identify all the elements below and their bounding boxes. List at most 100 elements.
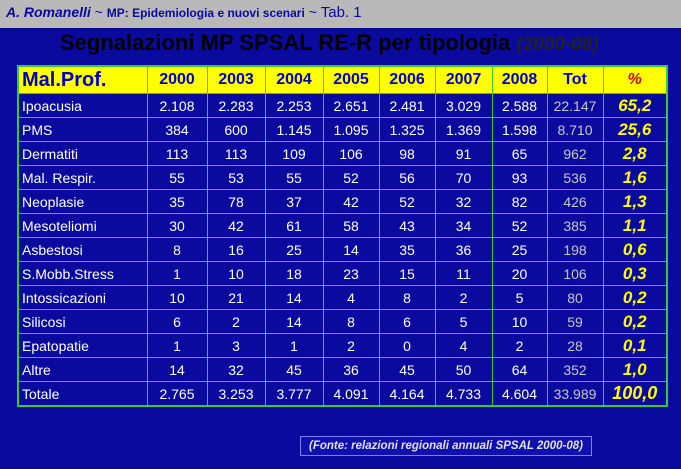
cell-value: 5 [434,309,493,334]
table-row: Epatopatie 1 3 1 2 0 4 2 28 0,1 [17,333,668,358]
tab-number: Tab. 1 [320,4,362,21]
cell-value: 45 [264,357,324,382]
cell-value: 2.588 [491,93,548,118]
cell-value: 3.029 [434,93,493,118]
cell-value: 98 [378,141,436,166]
table-row: Intossicazioni 10 21 14 4 8 2 5 80 0,2 [17,285,668,310]
cell-value: 3.777 [264,381,324,407]
cell-value: 25 [264,237,324,262]
cell-percent: 1,3 [602,189,668,214]
column-header: 2003 [206,65,266,94]
cell-value: 4 [434,333,493,358]
cell-value: 10 [206,261,266,286]
cell-value: 10 [146,285,208,310]
header-separator: ~ [304,4,321,20]
cell-value: 55 [146,165,208,190]
cell-value: 18 [264,261,324,286]
cell-percent: 0,6 [602,237,668,262]
cell-percent: 1,6 [602,165,668,190]
table-row: Mesoteliomi 30 42 61 58 43 34 52 385 1,1 [17,213,668,238]
cell-value: 6 [146,309,208,334]
cell-value: 600 [206,117,266,142]
cell-value: 14 [322,237,380,262]
cell-value: 30 [146,213,208,238]
cell-percent: 0,1 [602,333,668,358]
cell-value: 0 [378,333,436,358]
table-row: Dermatiti 113 113 109 106 98 91 65 962 2,8 [17,141,668,166]
table-row: Altre 14 32 45 36 45 50 64 352 1,0 [17,357,668,382]
column-header: Tot [546,65,604,94]
cell-total: 22.147 [546,93,604,118]
cell-value: 36 [322,357,380,382]
author: A. Romanelli [6,4,91,20]
data-table: Mal.Prof. 2000 2003 2004 2005 2006 2007 2008 Tot… [17,65,668,407]
column-header: 2005 [322,65,380,94]
cell-value: 15 [378,261,436,286]
cell-value: 1 [146,333,208,358]
cell-value: 36 [434,237,493,262]
cell-value: 43 [378,213,436,238]
cell-total: 198 [546,237,604,262]
cell-value: 50 [434,357,493,382]
cell-percent: 100,0 [602,381,668,407]
cell-value: 82 [491,189,548,214]
row-label: Altre [17,357,148,382]
header-separator: ~ [90,4,107,20]
cell-value: 45 [378,357,436,382]
cell-total: 426 [546,189,604,214]
cell-value: 2.108 [146,93,208,118]
header-bar: A. Romanelli ~ MP: Epidemiologia e nuovi… [0,0,681,28]
cell-value: 52 [322,165,380,190]
cell-value: 32 [434,189,493,214]
cell-value: 113 [146,141,208,166]
row-label: Ipoacusia [17,93,148,118]
table-row: Neoplasie 35 78 37 42 52 32 82 426 1,3 [17,189,668,214]
cell-value: 58 [322,213,380,238]
cell-value: 65 [491,141,548,166]
cell-value: 21 [206,285,266,310]
cell-value: 56 [378,165,436,190]
cell-value: 2 [322,333,380,358]
cell-value: 4.164 [378,381,436,407]
cell-total: 8.710 [546,117,604,142]
row-label: PMS [17,117,148,142]
column-header: 2000 [146,65,208,94]
title-main: Segnalazioni MP SPSAL RE-R per tipologia [60,30,517,55]
cell-value: 2.253 [264,93,324,118]
cell-value: 55 [264,165,324,190]
cell-value: 8 [146,237,208,262]
cell-percent: 0,3 [602,261,668,286]
cell-value: 1 [146,261,208,286]
cell-percent: 1,0 [602,357,668,382]
cell-total: 962 [546,141,604,166]
table-row: Ipoacusia 2.108 2.283 2.253 2.651 2.481 3.029 2… [17,93,668,118]
column-header: 2008 [491,65,548,94]
cell-value: 6 [378,309,436,334]
cell-value: 2 [434,285,493,310]
cell-value: 1.325 [378,117,436,142]
cell-value: 1 [264,333,324,358]
cell-value: 1.095 [322,117,380,142]
cell-value: 25 [491,237,548,262]
cell-percent: 1,1 [602,213,668,238]
cell-value: 8 [378,285,436,310]
page-title: Segnalazioni MP SPSAL RE-R per tipologia… [60,30,660,56]
cell-value: 70 [434,165,493,190]
cell-value: 2 [206,309,266,334]
column-header: Mal.Prof. [17,65,148,94]
title-years: (2000-08) [516,34,599,55]
row-label: S.Mobb.Stress [17,261,148,286]
cell-value: 53 [206,165,266,190]
cell-value: 4 [322,285,380,310]
cell-value: 20 [491,261,548,286]
cell-value: 1.145 [264,117,324,142]
cell-value: 42 [322,189,380,214]
table-row: Mal. Respir. 55 53 55 52 56 70 93 536 1,6 [17,165,668,190]
row-label: Totale [17,381,148,407]
cell-value: 2.765 [146,381,208,407]
row-label: Asbestosi [17,237,148,262]
cell-total: 385 [546,213,604,238]
cell-value: 78 [206,189,266,214]
cell-value: 4.733 [434,381,493,407]
cell-percent: 0,2 [602,309,668,334]
